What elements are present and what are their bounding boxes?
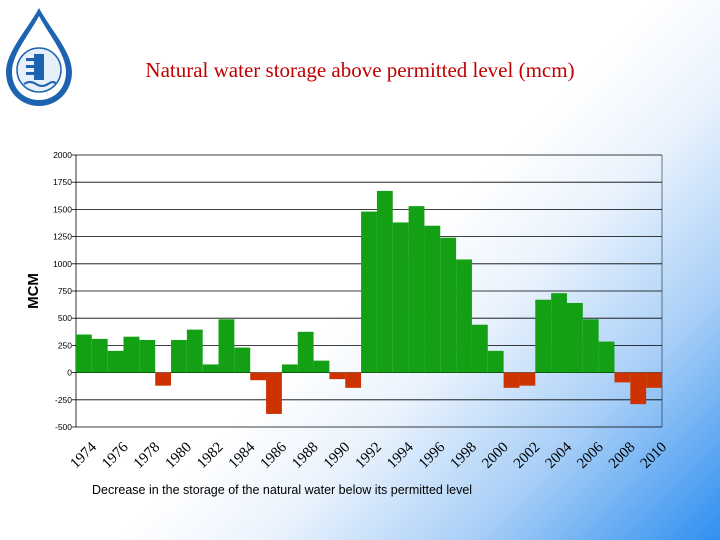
x-tick-label: 2004 xyxy=(543,439,576,472)
bar xyxy=(123,336,140,373)
y-axis-label: MCM xyxy=(25,273,42,309)
bar xyxy=(535,299,552,373)
bar xyxy=(440,237,457,373)
x-tick-label: 1984 xyxy=(226,439,259,472)
x-tick-label: 1986 xyxy=(257,439,290,472)
chart-title: Natural water storage above permitted le… xyxy=(145,58,575,82)
water-authority-logo-icon xyxy=(0,4,78,110)
x-tick-label: 1976 xyxy=(99,439,132,472)
bar xyxy=(266,372,282,414)
x-tick-label: 1988 xyxy=(289,439,322,472)
y-tick-label: 0 xyxy=(67,368,72,378)
bar xyxy=(630,372,647,405)
y-tick-label: 750 xyxy=(58,286,72,296)
bar xyxy=(551,293,567,373)
bar xyxy=(456,259,472,373)
bar xyxy=(471,324,488,373)
bar xyxy=(376,190,393,373)
y-tick-label: 500 xyxy=(58,313,72,323)
y-tick-label: -250 xyxy=(55,395,72,405)
bar xyxy=(107,350,124,373)
bar xyxy=(345,372,362,388)
x-tick-label: 1978 xyxy=(131,439,164,472)
bar xyxy=(171,339,187,373)
x-tick-label: 2000 xyxy=(479,439,512,472)
bar xyxy=(313,360,330,373)
y-tick-label: 1000 xyxy=(53,259,72,269)
bar xyxy=(582,319,599,373)
bar xyxy=(329,372,346,380)
bar-chart: 2000 1750 1500 1250 1000 750 500 250 0 -250 -500 MC… xyxy=(25,150,671,472)
bar xyxy=(519,372,536,386)
bar xyxy=(392,222,409,373)
x-tick-label: 2010 xyxy=(638,439,671,472)
bar xyxy=(218,319,235,373)
y-tick-label: 1750 xyxy=(53,177,72,187)
x-tick-label: 2008 xyxy=(606,439,639,472)
bar xyxy=(566,302,583,373)
x-tick-label: 2006 xyxy=(574,439,607,472)
bar xyxy=(250,372,267,381)
x-tick-label: 1980 xyxy=(162,439,195,472)
bar xyxy=(139,339,156,373)
bar xyxy=(297,331,314,373)
bar xyxy=(614,372,631,383)
x-tick-label: 1998 xyxy=(448,439,481,472)
chart-caption: Decrease in the storage of the natural w… xyxy=(92,483,473,497)
y-tick-label: -500 xyxy=(55,422,72,432)
bar xyxy=(76,334,92,373)
bar xyxy=(186,329,203,373)
y-tick-label: 1250 xyxy=(53,232,72,242)
bar xyxy=(155,372,172,386)
bar xyxy=(487,350,504,373)
x-tick-label: 1982 xyxy=(194,439,227,472)
y-tick-label: 1500 xyxy=(53,204,72,214)
bar xyxy=(234,347,251,373)
x-tick-label: 1996 xyxy=(416,439,449,472)
bar xyxy=(646,372,662,388)
x-tick-label: 1992 xyxy=(353,439,386,472)
bar xyxy=(598,341,615,373)
y-tick-label: 250 xyxy=(58,340,72,350)
bar xyxy=(281,364,298,373)
x-tick-label: 2002 xyxy=(511,439,544,472)
bar xyxy=(361,211,377,373)
x-tick-label: 1994 xyxy=(384,439,417,472)
bar xyxy=(424,225,441,373)
x-tick-label: 1990 xyxy=(321,439,354,472)
bar xyxy=(408,206,425,373)
y-tick-label: 2000 xyxy=(53,150,72,160)
bar xyxy=(91,338,108,373)
bar xyxy=(202,364,219,373)
x-tick-label: 1974 xyxy=(67,439,100,472)
bar xyxy=(503,372,520,388)
